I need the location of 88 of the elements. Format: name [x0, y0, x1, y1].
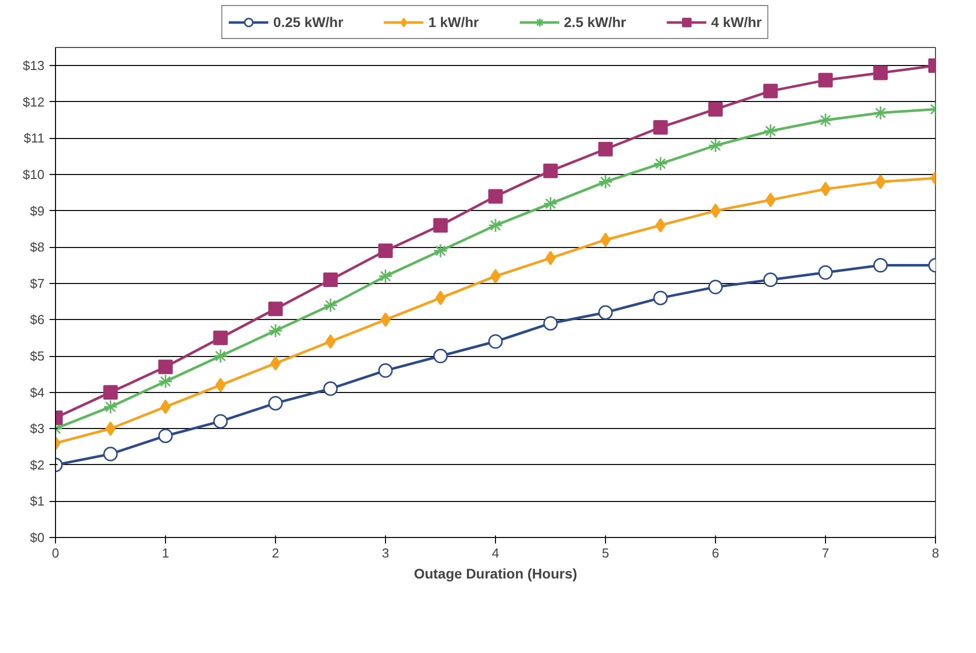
x-tick-label: 6: [712, 546, 720, 560]
point: [873, 258, 888, 273]
point: [545, 250, 556, 266]
point: [655, 218, 666, 233]
x-tick-label: 8: [932, 546, 940, 560]
point: [380, 312, 391, 327]
point: [600, 232, 611, 248]
point: [818, 72, 833, 88]
point: [323, 381, 338, 396]
y-tick-label: $9: [30, 203, 45, 218]
point: [213, 330, 228, 346]
point: [488, 218, 503, 233]
y-tick-label: $7: [30, 276, 45, 291]
point: [708, 138, 723, 153]
point: [488, 334, 503, 349]
point: [708, 280, 723, 294]
point: [158, 360, 173, 374]
y-tick-label: $2: [30, 457, 45, 472]
x-axis-title: Outage Duration (Hours): [414, 566, 578, 582]
point: [158, 374, 173, 389]
point: [433, 244, 448, 258]
point: [433, 218, 448, 233]
point: [488, 189, 503, 204]
point: [213, 348, 228, 364]
point: [820, 182, 831, 196]
y-tick-label: $0: [30, 530, 45, 545]
legend-label: 0.25 kW/hr: [273, 14, 344, 30]
point: [763, 272, 778, 288]
point: [268, 323, 283, 338]
point: [708, 102, 723, 116]
y-tick-label: $6: [30, 312, 45, 328]
point: [763, 124, 778, 138]
point: [158, 428, 173, 444]
x-tick-label: 4: [492, 546, 500, 560]
legend-label: 4 kW/hr: [711, 14, 762, 30]
y-tick-label: $4: [30, 384, 45, 400]
legend-label: 2.5 kW/hr: [564, 14, 626, 30]
point: [543, 196, 558, 211]
point: [598, 142, 613, 156]
point: [433, 348, 448, 364]
point: [765, 192, 776, 208]
point: [103, 385, 118, 400]
point: [490, 268, 501, 284]
point: [323, 272, 338, 288]
point: [160, 400, 171, 414]
point: [873, 66, 888, 80]
y-tick-label: $10: [22, 167, 45, 182]
point: [710, 204, 721, 218]
point: [268, 396, 283, 410]
point: [653, 156, 668, 171]
x-tick-label: 2: [272, 546, 280, 560]
point: [875, 174, 886, 190]
point: [103, 446, 118, 462]
point: [105, 421, 116, 436]
point: [268, 302, 283, 316]
y-tick-label: $8: [30, 240, 45, 255]
point: [818, 265, 833, 280]
point: [435, 290, 446, 306]
y-tick-label: $13: [22, 58, 45, 74]
point: [873, 106, 888, 120]
point: [378, 363, 393, 378]
point: [818, 112, 833, 128]
point: [215, 378, 226, 392]
point: [543, 316, 558, 331]
point: [323, 298, 338, 312]
point: [325, 334, 336, 349]
x-tick-label: 1: [162, 546, 170, 560]
point: [653, 290, 668, 306]
x-tick-label: 5: [602, 546, 610, 560]
y-tick-label: $1: [30, 494, 45, 509]
point: [378, 268, 393, 284]
legend-label: 1 kW/hr: [428, 14, 479, 30]
point: [763, 84, 778, 98]
point: [598, 305, 613, 320]
y-tick-label: $11: [24, 130, 45, 146]
x-tick-label: 3: [382, 546, 390, 560]
y-tick-label: $5: [30, 348, 45, 364]
y-tick-label: $3: [30, 421, 45, 436]
x-tick-label: 7: [822, 546, 830, 560]
point: [598, 174, 613, 190]
point: [543, 164, 558, 178]
point: [653, 120, 668, 135]
point: [270, 356, 281, 371]
point: [378, 244, 393, 258]
x-tick-label: 0: [52, 546, 60, 560]
point: [213, 414, 228, 429]
point: [103, 400, 118, 414]
y-tick-label: $12: [22, 94, 45, 110]
